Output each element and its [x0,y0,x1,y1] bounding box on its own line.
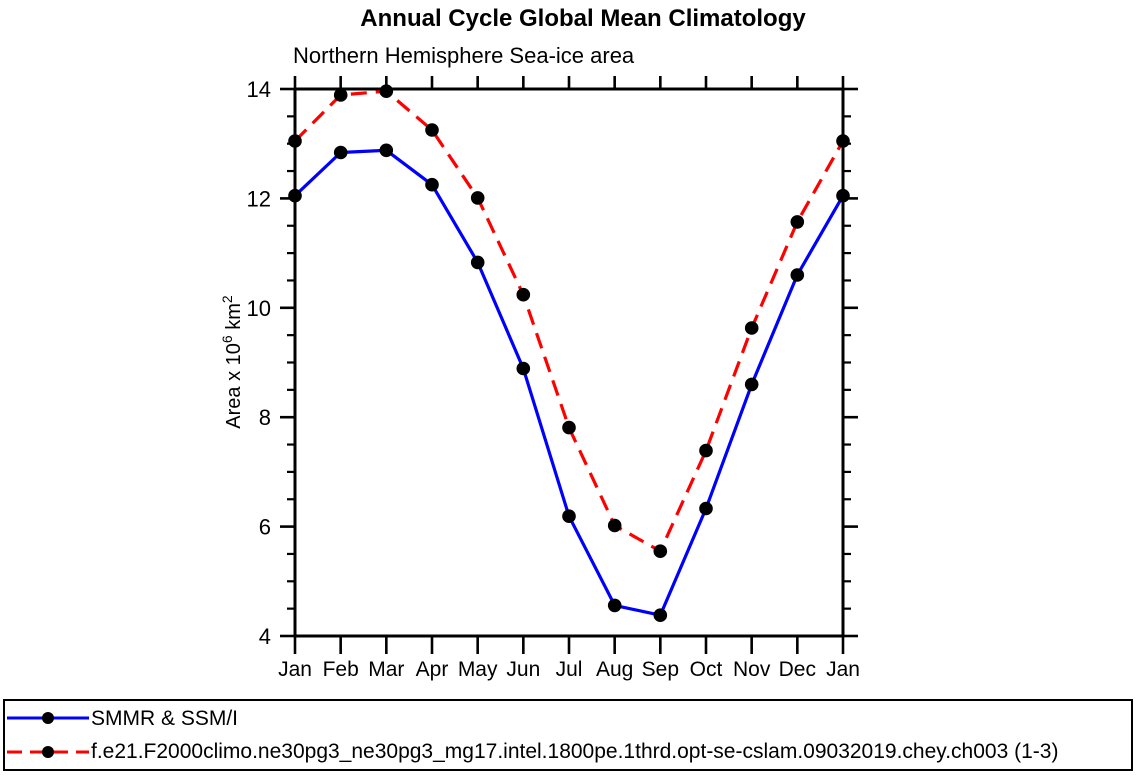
data-point-1 [744,321,759,335]
legend-item-model: f.e21.F2000climo.ne30pg3_ne30pg3_mg17.in… [5,736,1131,768]
legend-box: SMMR & SSM/I f.e21.F2000climo.ne30pg3_ne… [3,699,1133,771]
data-point-0 [790,268,805,282]
y-tick-label: 8 [259,405,271,430]
y-tick-label: 12 [247,186,271,211]
y-tick-label: 14 [247,77,271,102]
y-tick-label: 6 [259,515,271,540]
x-tick-label: Dec [779,658,816,681]
data-point-0 [836,188,850,203]
sea-ice-annual-cycle-chart: Jan Feb Mar Apr May Jun Jul Aug Sep Oct Nov Dec Jan 4… [219,76,860,681]
x-tick-label: Sep [642,658,679,681]
data-point-1 [333,88,348,102]
legend-item-observed: SMMR & SSM/I [5,702,1131,734]
data-point-1 [470,191,485,205]
y-axis-title: Area x 106 km2 [219,295,245,429]
legend-line-sample-observed [7,712,89,725]
data-point-0 [699,501,713,516]
data-point-1 [516,287,531,302]
chart-title: Annual Cycle Global Mean Climatology [360,5,806,32]
x-tick-label: Oct [690,658,723,681]
data-point-0 [425,177,439,192]
x-tick-label: Aug [596,658,633,681]
data-point-0 [379,143,394,158]
data-point-0 [333,145,348,160]
y-tick-label: 4 [259,624,271,649]
x-tick-label: Jul [556,658,583,681]
data-point-0 [744,377,759,392]
data-point-1 [653,544,668,558]
data-point-1 [425,123,439,137]
x-tick-label: Jun [506,658,540,681]
x-tick-label: Jan [278,658,312,681]
data-point-1 [379,84,394,98]
data-point-1 [836,134,850,148]
data-point-1 [699,443,713,458]
series-line-1 [293,89,845,553]
x-tick-label: Mar [368,658,404,681]
data-point-1 [288,134,302,148]
data-point-0 [653,608,668,622]
x-tick-label: Nov [733,658,771,681]
data-point-0 [470,255,485,270]
chart-subtitle: Northern Hemisphere Sea-ice area [293,43,635,68]
data-point-0 [607,598,622,613]
x-tick-label: Jan [826,658,860,681]
data-point-0 [516,361,531,376]
legend-line-sample-model [7,745,89,758]
series-line-0 [293,148,845,617]
data-point-1 [790,215,805,229]
legend-label-model: f.e21.F2000climo.ne30pg3_ne30pg3_mg17.in… [91,740,1059,764]
legend-label-observed: SMMR & SSM/I [91,706,239,730]
data-point-0 [288,188,302,203]
x-tick-label: May [458,658,498,681]
y-tick-label: 10 [247,296,271,321]
data-point-1 [562,420,576,435]
x-tick-label: Apr [416,658,449,681]
data-point-1 [607,518,622,533]
data-point-0 [562,509,576,523]
x-tick-label: Feb [323,658,359,681]
